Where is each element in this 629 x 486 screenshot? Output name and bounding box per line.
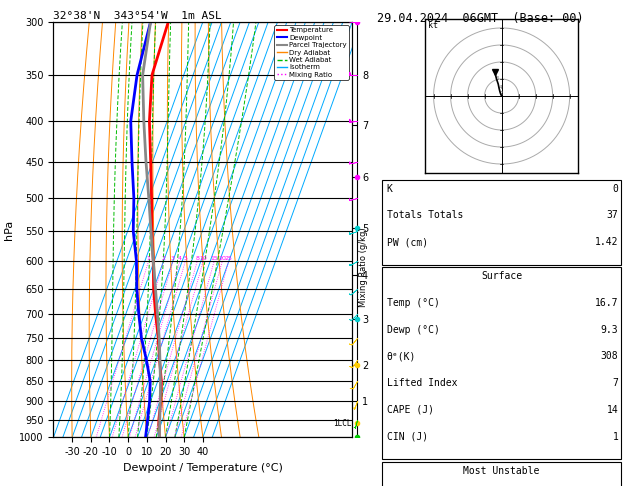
Text: 14: 14 bbox=[606, 405, 618, 415]
Text: Temp (°C): Temp (°C) bbox=[387, 298, 440, 308]
Text: 7: 7 bbox=[613, 378, 618, 388]
Text: Dewp (°C): Dewp (°C) bbox=[387, 325, 440, 335]
Text: 2: 2 bbox=[162, 256, 165, 261]
Text: 4: 4 bbox=[498, 85, 502, 90]
Text: 10: 10 bbox=[199, 256, 207, 261]
Text: 25: 25 bbox=[225, 256, 233, 261]
Text: 15: 15 bbox=[210, 256, 218, 261]
Text: CAPE (J): CAPE (J) bbox=[387, 405, 434, 415]
Text: 9.3: 9.3 bbox=[601, 325, 618, 335]
Text: 5: 5 bbox=[184, 256, 187, 261]
Text: Totals Totals: Totals Totals bbox=[387, 210, 463, 221]
Text: 6: 6 bbox=[496, 76, 499, 81]
Text: 308: 308 bbox=[601, 351, 618, 362]
Text: 8: 8 bbox=[196, 256, 199, 261]
Text: PW (cm): PW (cm) bbox=[387, 237, 428, 247]
Text: 16.7: 16.7 bbox=[595, 298, 618, 308]
Y-axis label: hPa: hPa bbox=[4, 220, 14, 240]
Text: 1: 1 bbox=[147, 256, 150, 261]
Text: CIN (J): CIN (J) bbox=[387, 432, 428, 442]
Text: Most Unstable: Most Unstable bbox=[464, 466, 540, 476]
Text: Surface: Surface bbox=[481, 271, 522, 281]
Text: 32°38'N  343°54'W  1m ASL: 32°38'N 343°54'W 1m ASL bbox=[53, 11, 222, 21]
Text: 4: 4 bbox=[178, 256, 182, 261]
Text: K: K bbox=[387, 184, 392, 194]
Legend: Temperature, Dewpoint, Parcel Trajectory, Dry Adiabat, Wet Adiabat, Isotherm, Mi: Temperature, Dewpoint, Parcel Trajectory… bbox=[274, 25, 348, 80]
Text: 37: 37 bbox=[606, 210, 618, 221]
Y-axis label: km
ASL: km ASL bbox=[384, 208, 403, 230]
Text: 29.04.2024  06GMT  (Base: 00): 29.04.2024 06GMT (Base: 00) bbox=[377, 12, 584, 25]
Text: 0: 0 bbox=[613, 184, 618, 194]
Text: 2: 2 bbox=[500, 91, 503, 96]
X-axis label: Dewpoint / Temperature (°C): Dewpoint / Temperature (°C) bbox=[123, 463, 283, 473]
Text: θᵉ(K): θᵉ(K) bbox=[387, 351, 416, 362]
Text: 1.42: 1.42 bbox=[595, 237, 618, 247]
Text: 20: 20 bbox=[218, 256, 226, 261]
Text: 1LCL: 1LCL bbox=[333, 419, 352, 428]
Text: 3: 3 bbox=[171, 256, 175, 261]
Text: kt: kt bbox=[428, 21, 438, 30]
Text: 1: 1 bbox=[613, 432, 618, 442]
Text: Mixing Ratio (g/kg): Mixing Ratio (g/kg) bbox=[359, 227, 368, 307]
Text: Lifted Index: Lifted Index bbox=[387, 378, 457, 388]
